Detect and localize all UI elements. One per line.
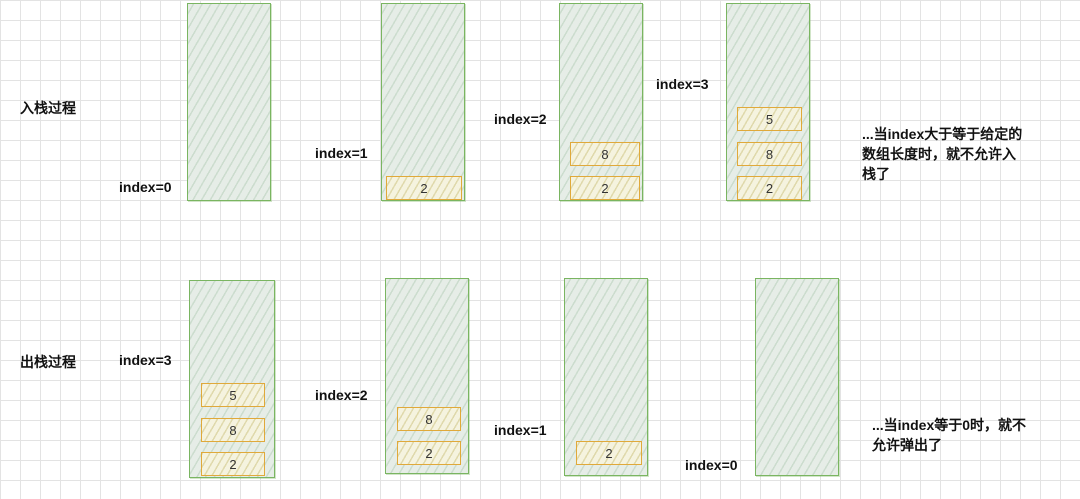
pop-stack-0-cell-2: 2 xyxy=(201,452,265,476)
pop-stack-0-cell-0: 5 xyxy=(201,383,265,407)
push-stack-3-cell-1: 8 xyxy=(737,142,802,166)
push-stack-2-cell-0: 8 xyxy=(570,142,640,166)
push-index-label-1: index=1 xyxy=(315,145,368,161)
pop-note-line-1: 允许弹出了 xyxy=(872,437,942,453)
push-index-label-2: index=2 xyxy=(494,111,547,127)
pop-stack-0 xyxy=(189,280,275,478)
pop-section-title: 出栈过程 xyxy=(20,354,76,370)
pop-stack-1-cell-1: 2 xyxy=(397,441,461,465)
push-note-line-0: ...当index大于等于给定的 xyxy=(862,126,1023,142)
pop-index-label-0: index=3 xyxy=(119,352,172,368)
pop-stack-1-cell-0: 8 xyxy=(397,407,461,431)
pop-stack-2-cell-0: 2 xyxy=(576,441,642,465)
push-note-line-1: 数组长度时，就不允许入 xyxy=(862,146,1016,162)
push-note: ...当index大于等于给定的 数组长度时，就不允许入 栈了 xyxy=(862,124,1072,184)
push-stack-3 xyxy=(726,3,810,201)
push-stack-1 xyxy=(381,3,465,201)
push-stack-3-cell-2: 2 xyxy=(737,176,802,200)
pop-stack-3 xyxy=(755,278,839,476)
push-index-label-0: index=0 xyxy=(119,179,172,195)
push-note-line-2: 栈了 xyxy=(862,166,890,182)
push-stack-3-cell-0: 5 xyxy=(737,107,802,131)
push-section-title: 入栈过程 xyxy=(20,100,76,116)
push-index-label-3: index=3 xyxy=(656,76,709,92)
push-stack-2-cell-1: 2 xyxy=(570,176,640,200)
pop-index-label-3: index=0 xyxy=(685,457,738,473)
pop-note-line-0: ...当index等于0时，就不 xyxy=(872,417,1027,433)
push-stack-2 xyxy=(559,3,643,201)
pop-index-label-1: index=2 xyxy=(315,387,368,403)
pop-stack-0-cell-1: 8 xyxy=(201,418,265,442)
push-stack-1-cell-0: 2 xyxy=(386,176,462,200)
push-stack-0 xyxy=(187,3,271,201)
pop-note: ...当index等于0时，就不 允许弹出了 xyxy=(872,415,1072,455)
pop-index-label-2: index=1 xyxy=(494,422,547,438)
